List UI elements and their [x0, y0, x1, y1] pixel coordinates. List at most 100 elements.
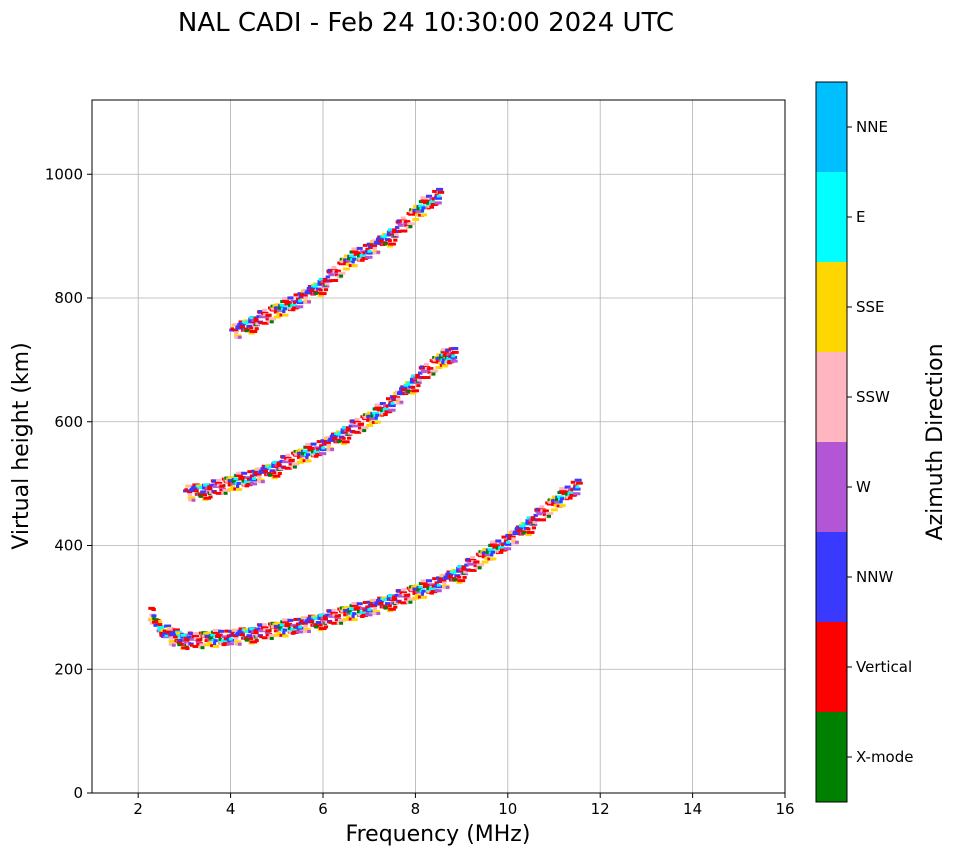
echo-mark — [258, 623, 266, 627]
echo-mark — [554, 500, 561, 504]
echo-mark — [230, 327, 235, 331]
echo-mark — [420, 209, 425, 213]
echo-mark — [339, 621, 344, 625]
echo-mark — [525, 533, 532, 537]
echo-mark — [484, 556, 490, 560]
colorbar-label-vertical: Vertical — [856, 658, 912, 676]
echo-mark — [223, 637, 227, 641]
echo-mark — [434, 581, 439, 585]
echo-mark — [432, 356, 436, 360]
echo-mark — [421, 206, 426, 210]
colorbar-segment-vertical — [816, 622, 847, 712]
echo-mark — [404, 220, 411, 224]
echo-mark — [272, 622, 276, 626]
echo-mark — [273, 629, 279, 633]
colorbar-label-nne: NNE — [856, 118, 888, 136]
echo-mark — [234, 637, 239, 641]
echo-mark — [233, 628, 241, 632]
y-tick-label: 400 — [54, 537, 83, 555]
echo-mark — [504, 542, 512, 546]
echo-mark — [312, 615, 319, 619]
echo-mark — [253, 628, 259, 632]
echo-mark — [233, 477, 241, 481]
echo-mark — [361, 256, 368, 260]
echo-mark — [189, 487, 195, 491]
echo-mark — [393, 238, 398, 242]
echo-mark — [352, 612, 357, 616]
echo-mark — [153, 623, 162, 627]
echo-mark — [368, 420, 374, 424]
echo-mark — [188, 631, 197, 635]
echo-mark — [287, 618, 294, 622]
echo-mark — [293, 450, 298, 454]
echo-mark — [191, 486, 199, 490]
echo-mark — [351, 424, 358, 428]
echo-mark — [343, 430, 351, 434]
echo-mark — [371, 604, 378, 608]
echo-mark — [315, 621, 322, 625]
echo-mark — [203, 496, 212, 500]
echo-mark — [293, 617, 299, 621]
echo-mark — [388, 242, 396, 246]
echo-mark — [191, 635, 200, 639]
echo-mark — [302, 294, 308, 298]
echo-mark — [550, 508, 558, 512]
echo-mark — [241, 471, 248, 475]
echo-mark — [259, 635, 263, 639]
echo-mark — [385, 397, 391, 401]
echo-mark — [372, 246, 377, 250]
echo-mark — [332, 436, 338, 440]
echo-mark — [249, 640, 258, 644]
echo-mark — [452, 578, 458, 582]
echo-mark — [396, 589, 405, 593]
echo-mark — [253, 471, 258, 475]
echo-mark — [450, 359, 458, 363]
echo-mark — [306, 286, 315, 290]
echo-mark — [282, 296, 290, 300]
plot-area: 2 4 6 8 10 12 14 16 0 200 400 600 800 1000 — [45, 99, 795, 818]
echo-mark — [456, 580, 463, 584]
echo-mark — [420, 592, 425, 596]
echo-mark — [384, 410, 392, 414]
echo-mark — [319, 444, 324, 448]
echo-mark — [382, 407, 389, 411]
echo-mark — [526, 516, 533, 520]
echo-mark — [429, 587, 436, 591]
echo-mark — [157, 623, 163, 627]
echo-mark — [481, 555, 487, 559]
echo-mark — [256, 467, 264, 471]
echo-mark — [274, 303, 281, 307]
echo-mark — [192, 644, 200, 648]
echo-mark — [288, 630, 294, 634]
echo-mark — [389, 230, 395, 234]
y-tick-label: 600 — [54, 413, 83, 431]
echo-mark — [371, 245, 378, 249]
echo-mark — [343, 613, 348, 617]
echo-mark — [361, 614, 368, 618]
echo-mark — [203, 632, 207, 636]
echo-mark — [400, 601, 408, 605]
echo-mark — [379, 402, 386, 406]
echo-mark — [374, 240, 380, 244]
echo-mark — [284, 302, 291, 306]
echo-mark — [299, 454, 307, 458]
echo-mark — [347, 257, 352, 261]
echo-mark — [284, 466, 292, 470]
echo-mark — [390, 401, 395, 405]
echo-mark — [409, 380, 418, 384]
echo-mark — [420, 581, 428, 585]
echo-mark — [334, 614, 341, 618]
echo-mark — [498, 550, 504, 554]
echo-mark — [218, 629, 225, 633]
echo-mark — [313, 454, 319, 458]
echo-mark — [567, 491, 574, 495]
echo-mark — [490, 557, 497, 561]
echo-mark — [164, 634, 169, 638]
plot-background — [92, 100, 785, 793]
echo-mark — [214, 481, 223, 485]
echo-mark — [247, 470, 252, 474]
echo-mark — [429, 205, 435, 209]
echo-mark — [457, 579, 466, 583]
echo-mark — [461, 565, 467, 569]
colorbar-segment-ssw — [816, 352, 847, 442]
